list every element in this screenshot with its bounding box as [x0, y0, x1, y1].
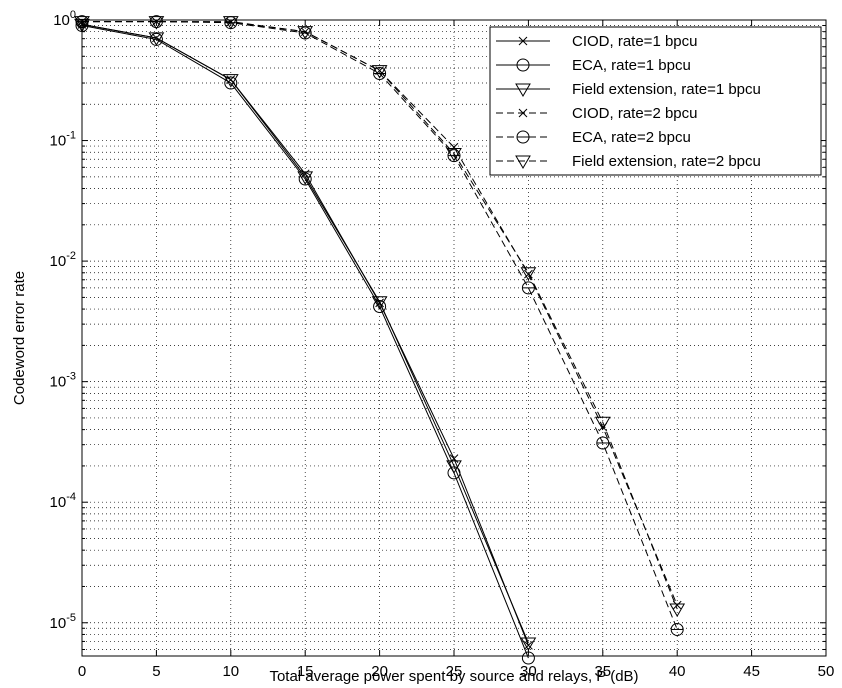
data-point: [669, 603, 686, 618]
x-tick-label: 45: [743, 663, 760, 680]
legend: CIOD, rate=1 bpcu ECA, rate=1 bpcu Field e…: [489, 26, 822, 176]
series-layer: [74, 15, 686, 665]
data-point: [300, 169, 310, 179]
legend-label: Field extension, rate=2 bpcu: [572, 153, 761, 170]
data-point: [371, 296, 388, 310]
x-axis-label: Total average power spent by source and …: [269, 668, 638, 685]
x-tick-label: 30: [520, 663, 537, 680]
legend-entry: CIOD, rate=2 bpcu: [496, 105, 697, 122]
data-point: [222, 74, 239, 88]
legend-marker: [518, 36, 528, 46]
series-line: [81, 23, 529, 644]
data-point: [371, 65, 388, 79]
legend-entry: Field extension, rate=2 bpcu: [496, 153, 761, 170]
y-tick-label: 10-2: [50, 250, 76, 270]
data-point: [298, 172, 312, 186]
data-point: [224, 76, 238, 90]
data-point: [148, 32, 165, 46]
data-point: [446, 460, 462, 474]
data-point: [594, 416, 611, 431]
y-tick-label: 10-1: [50, 130, 76, 150]
data-point: [524, 640, 533, 650]
x-tick-label: 35: [594, 663, 611, 680]
legend-label: ECA, rate=2 bpcu: [572, 129, 691, 146]
legend-marker: [518, 108, 528, 118]
data-point: [520, 267, 537, 281]
x-tick-label: 40: [669, 663, 686, 680]
legend-marker: [515, 83, 531, 97]
data-point: [148, 16, 165, 30]
data-point: [446, 148, 462, 162]
series-5: [74, 16, 686, 618]
data-point: [520, 637, 537, 651]
legend-label: Field extension, rate=1 bpcu: [572, 81, 761, 98]
x-tick-label: 15: [297, 663, 314, 680]
x-tick-label: 0: [78, 663, 86, 680]
y-tick-label: 10-5: [50, 612, 76, 632]
data-point: [672, 600, 682, 610]
x-tick-label: 25: [446, 663, 463, 680]
legend-marker: [515, 155, 531, 169]
x-tick-label: 5: [152, 663, 160, 680]
ticks: [81, 19, 827, 656]
legend-label: ECA, rate=1 bpcu: [572, 57, 691, 74]
data-point: [74, 16, 90, 30]
legend-entry: ECA, rate=1 bpcu: [496, 57, 691, 74]
legend-entry: CIOD, rate=1 bpcu: [496, 33, 697, 50]
legend-marker: [516, 58, 530, 72]
y-tick-label: 10-3: [50, 371, 76, 391]
data-point: [297, 171, 314, 185]
y-tick-label: 100: [53, 9, 76, 29]
tick-labels: 0 5 10 15 20 25 30 35 40 45 50 100 10-1 10-2 10-3 10-4 1…: [50, 9, 835, 680]
series-line: [82, 21, 678, 610]
x-tick-label: 50: [818, 663, 835, 680]
x-tick-label: 10: [222, 663, 239, 680]
legend-label: CIOD, rate=1 bpcu: [572, 33, 697, 50]
x-tick-label: 20: [371, 663, 388, 680]
y-axis-label: Codeword error rate: [11, 271, 28, 405]
data-point: [297, 26, 314, 40]
legend-label: CIOD, rate=2 bpcu: [572, 105, 697, 122]
data-point: [222, 16, 239, 30]
data-point: [373, 300, 387, 314]
legend-box: [489, 26, 822, 176]
data-point: [524, 269, 533, 279]
legend-entry: ECA, rate=2 bpcu: [496, 129, 691, 146]
y-tick-label: 10-4: [50, 491, 76, 511]
legend-entry: Field extension, rate=1 bpcu: [496, 81, 761, 98]
